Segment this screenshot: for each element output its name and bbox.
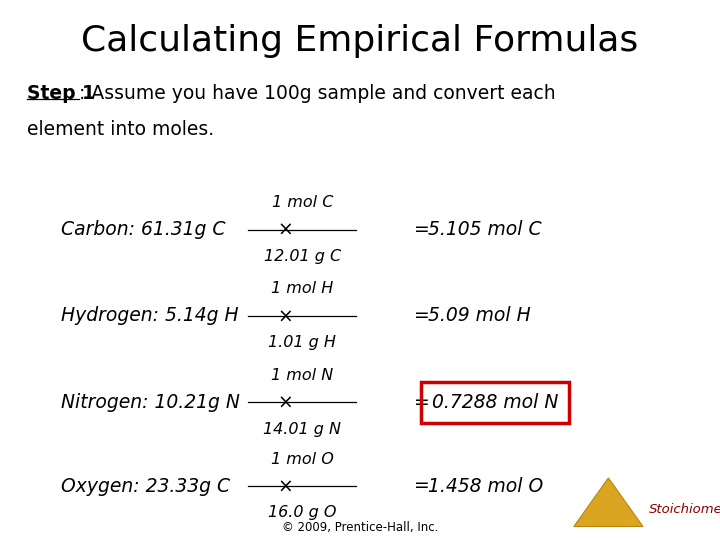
Text: 5.105 mol C: 5.105 mol C: [428, 220, 542, 239]
Text: 16.0 g O: 16.0 g O: [268, 505, 337, 521]
Text: Oxygen: 23.33g C: Oxygen: 23.33g C: [61, 476, 230, 496]
Text: Calculating Empirical Formulas: Calculating Empirical Formulas: [81, 24, 639, 58]
Text: 14.01 g N: 14.01 g N: [264, 422, 341, 437]
Text: 1.01 g H: 1.01 g H: [269, 335, 336, 350]
Text: 1 mol H: 1 mol H: [271, 281, 333, 296]
Text: Stoichiometry: Stoichiometry: [649, 503, 720, 516]
Text: element into moles.: element into moles.: [27, 120, 215, 139]
Text: 1 mol O: 1 mol O: [271, 451, 334, 467]
Text: Carbon: 61.31g C: Carbon: 61.31g C: [61, 220, 225, 239]
Polygon shape: [574, 478, 643, 526]
Text: 1.458 mol O: 1.458 mol O: [428, 476, 544, 496]
Text: Hydrogen: 5.14g H: Hydrogen: 5.14g H: [61, 306, 239, 326]
Text: 12.01 g C: 12.01 g C: [264, 249, 341, 264]
Text: : Assume you have 100g sample and convert each: : Assume you have 100g sample and conver…: [79, 84, 556, 103]
Text: =: =: [414, 306, 430, 326]
Text: 5.09 mol H: 5.09 mol H: [428, 306, 531, 326]
Text: $\times$: $\times$: [277, 476, 292, 496]
Text: 1 mol C: 1 mol C: [271, 195, 333, 210]
Text: 0.7288 mol N: 0.7288 mol N: [432, 393, 558, 412]
Text: =: =: [414, 393, 430, 412]
Text: $\times$: $\times$: [277, 220, 292, 239]
Text: =: =: [414, 476, 430, 496]
Text: Step 1: Step 1: [27, 84, 95, 103]
Text: Nitrogen: 10.21g N: Nitrogen: 10.21g N: [61, 393, 240, 412]
Text: 1 mol N: 1 mol N: [271, 368, 333, 383]
Text: $\times$: $\times$: [277, 306, 292, 326]
Text: © 2009, Prentice-Hall, Inc.: © 2009, Prentice-Hall, Inc.: [282, 521, 438, 534]
Text: $\times$: $\times$: [277, 393, 292, 412]
Text: =: =: [414, 220, 430, 239]
